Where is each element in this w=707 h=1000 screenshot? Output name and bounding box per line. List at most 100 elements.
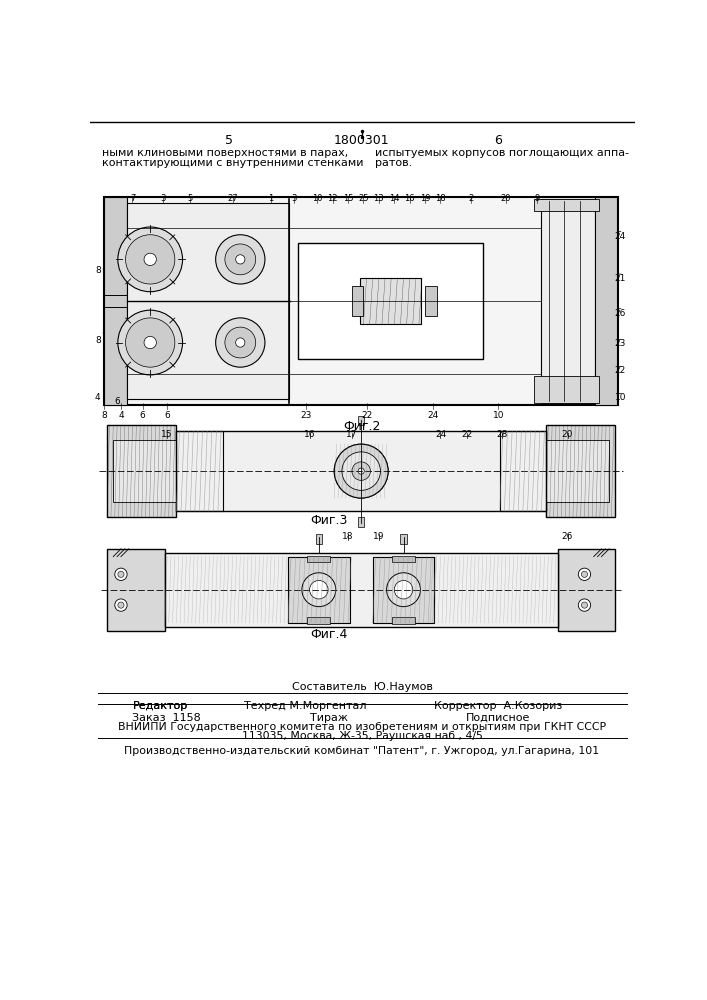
Text: 21: 21 [614,274,626,283]
Bar [308,617,330,624]
Bar [392,617,415,624]
Bar [392,556,415,562]
Circle shape [578,599,590,611]
Bar [298,243,483,359]
Bar [500,431,546,511]
Text: Тираж: Тираж [310,713,348,723]
Text: 8: 8 [95,266,100,275]
Text: ратов.: ратов. [375,158,412,168]
Text: Составитель  Ю.Наумов: Составитель Ю.Наумов [291,682,433,692]
Text: 6: 6 [164,411,170,420]
Bar [558,549,615,631]
Text: 25: 25 [358,194,369,203]
Text: Фиг.4: Фиг.4 [310,628,348,641]
Text: 23: 23 [614,339,626,348]
Text: Фиг.2: Фиг.2 [344,420,380,433]
Text: 27: 27 [227,194,238,203]
Text: 5: 5 [187,194,193,203]
Circle shape [225,327,256,358]
Bar [409,282,418,320]
Text: 22: 22 [362,411,373,420]
Circle shape [118,602,124,608]
Circle shape [115,599,127,611]
Bar [176,431,546,511]
Circle shape [118,571,124,577]
Text: 7: 7 [130,194,135,203]
Text: 6: 6 [115,397,120,406]
Text: 1800301: 1800301 [334,134,390,147]
Bar [316,534,322,544]
Text: 24: 24 [435,430,446,439]
Text: Заказ  1158: Заказ 1158 [132,713,201,723]
Text: 17: 17 [346,430,358,439]
Bar [107,549,165,631]
Text: 8: 8 [95,336,100,345]
Bar [546,440,609,502]
Text: 18: 18 [342,532,354,541]
Text: 16: 16 [304,430,315,439]
Text: 4: 4 [118,411,124,420]
Circle shape [302,573,336,607]
Text: 6: 6 [494,134,502,147]
Text: 24: 24 [615,232,626,241]
Text: 22: 22 [462,430,473,439]
Circle shape [358,468,364,474]
Bar [127,203,288,399]
Circle shape [216,235,265,284]
Text: Редактор: Редактор [132,701,188,711]
Bar [534,376,599,403]
Text: 20: 20 [501,194,511,203]
Text: Подписное: Подписное [466,713,530,723]
Text: Корректор  А.Козориз: Корректор А.Козориз [434,701,563,711]
Text: 113035, Москва, Ж-35, Раушская наб., 4/5: 113035, Москва, Ж-35, Раушская наб., 4/5 [242,731,482,741]
Bar [113,440,176,502]
Circle shape [115,568,127,580]
Bar [360,278,421,324]
Text: 19: 19 [420,194,431,203]
Text: 20: 20 [562,430,573,439]
Text: Фиг.3: Фиг.3 [310,514,348,527]
Text: 9: 9 [534,194,539,203]
Text: 2: 2 [469,194,474,203]
Circle shape [581,571,588,577]
Text: 28: 28 [496,430,508,439]
Circle shape [144,336,156,349]
Circle shape [216,318,265,367]
Text: 22: 22 [615,366,626,375]
Bar [358,517,364,527]
Circle shape [144,253,156,266]
Circle shape [334,444,388,498]
Text: 4: 4 [95,393,100,402]
Bar [308,556,330,562]
Text: Техред М.Моргентал: Техред М.Моргентал [245,701,367,711]
Text: 13: 13 [373,194,384,203]
Text: 10: 10 [312,194,322,203]
Text: испытуемых корпусов поглощающих аппа-: испытуемых корпусов поглощающих аппа- [375,148,629,158]
Text: 10: 10 [614,393,626,402]
Text: 15: 15 [343,194,354,203]
Text: 16: 16 [404,194,415,203]
Bar [534,199,599,211]
Text: 24: 24 [427,411,438,420]
Text: 26: 26 [562,532,573,541]
Circle shape [395,580,413,599]
Circle shape [118,227,182,292]
Bar [358,416,364,425]
Text: 8: 8 [101,411,107,420]
Text: 1: 1 [269,194,274,203]
Circle shape [310,580,328,599]
Text: 3: 3 [160,194,166,203]
Circle shape [235,255,245,264]
Bar [107,425,176,517]
Text: Производственно-издательский комбинат "Патент", г. Ужгород, ул.Гагарина, 101: Производственно-издательский комбинат "П… [124,746,600,756]
Text: Редактор: Редактор [132,701,188,711]
Text: 26: 26 [614,309,626,318]
Circle shape [126,318,175,367]
Text: 15: 15 [161,430,173,439]
Text: контактирующими с внутренними стенками: контактирующими с внутренними стенками [102,158,363,168]
Circle shape [578,568,590,580]
Bar [165,553,558,627]
Text: 3: 3 [291,194,297,203]
Circle shape [126,235,175,284]
Bar [378,282,387,320]
